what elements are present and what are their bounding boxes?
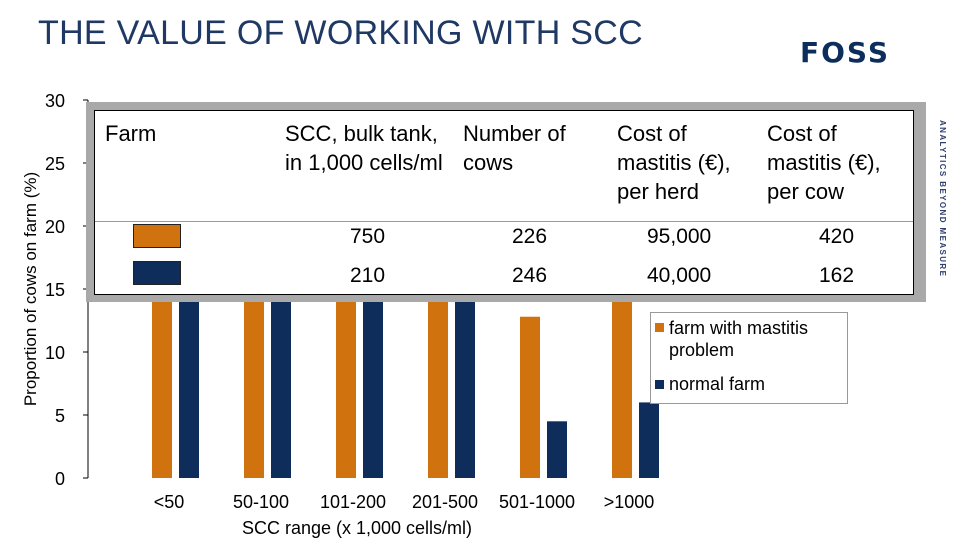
legend-label-mastitis: farm with mastitis problem	[669, 318, 809, 360]
header-cost-cow: Cost of mastitis (€), per cow	[767, 121, 881, 204]
slide-title: THE VALUE OF WORKING WITH SCC	[38, 14, 643, 52]
y-tick-label-4: 20	[45, 217, 65, 237]
table-body: Farm SCC, bulk tank, in 1,000 cells/ml N…	[94, 110, 914, 295]
normal-swatch	[133, 261, 181, 285]
legend-label-normal: normal farm	[669, 374, 766, 394]
x-tick-label-2: 101-200	[320, 492, 386, 512]
bar-mastitis-5	[612, 263, 632, 478]
bar-normal-4	[547, 421, 567, 478]
row1-cows: 226	[512, 225, 548, 248]
row2-cost-cow: 162	[819, 264, 855, 287]
y-tick-label-5: 25	[45, 154, 65, 174]
x-tick-label-5: >1000	[604, 492, 655, 512]
legend-key-normal	[655, 380, 664, 389]
x-axis-label: SCC range (x 1,000 cells/ml)	[242, 518, 472, 538]
bar-mastitis-4	[520, 316, 540, 478]
y-tick-label-1: 5	[55, 406, 65, 426]
bar-normal-5	[639, 402, 659, 478]
table-divider	[95, 221, 913, 222]
row1-cost-cow: 420	[819, 225, 855, 248]
x-tick-label-1: 50-100	[233, 492, 289, 512]
header-cost-herd: Cost of mastitis (€), per herd	[617, 121, 731, 204]
x-tick-label-3: 201-500	[412, 492, 478, 512]
header-cows: Number of cows	[463, 121, 566, 175]
header-scc: SCC, bulk tank, in 1,000 cells/ml	[285, 121, 443, 175]
row2-scc: 210	[350, 264, 386, 287]
chart-legend: farm with mastitis problem normal farm	[650, 312, 848, 404]
header-farm: Farm	[105, 121, 157, 146]
row2-cows: 246	[512, 264, 548, 287]
brand-tagline: ANALYTICS BEYOND MEASURE	[938, 120, 947, 278]
y-axis-ticks: 0 5 10 15 20 25 30	[45, 91, 88, 489]
row1-scc: 750	[350, 225, 386, 248]
y-tick-label-0: 0	[55, 469, 65, 489]
foss-logo: FOSS	[800, 36, 891, 69]
x-tick-label-4: 501-1000	[499, 492, 575, 512]
y-axis-label: Proportion of cows on farm (%)	[21, 172, 40, 406]
x-axis-ticks: <50 50-100 101-200 201-500 501-1000 >1000	[154, 492, 655, 512]
legend-key-mastitis	[655, 323, 664, 332]
x-tick-label-0: <50	[154, 492, 185, 512]
y-tick-label-6: 30	[45, 91, 65, 111]
y-tick-label-2: 10	[45, 343, 65, 363]
row1-cost-herd: 95,000	[647, 225, 712, 248]
row2-cost-herd: 40,000	[647, 264, 712, 287]
y-tick-label-3: 15	[45, 280, 65, 300]
mastitis-swatch	[133, 224, 181, 248]
comparison-table: Farm SCC, bulk tank, in 1,000 cells/ml N…	[86, 102, 926, 302]
